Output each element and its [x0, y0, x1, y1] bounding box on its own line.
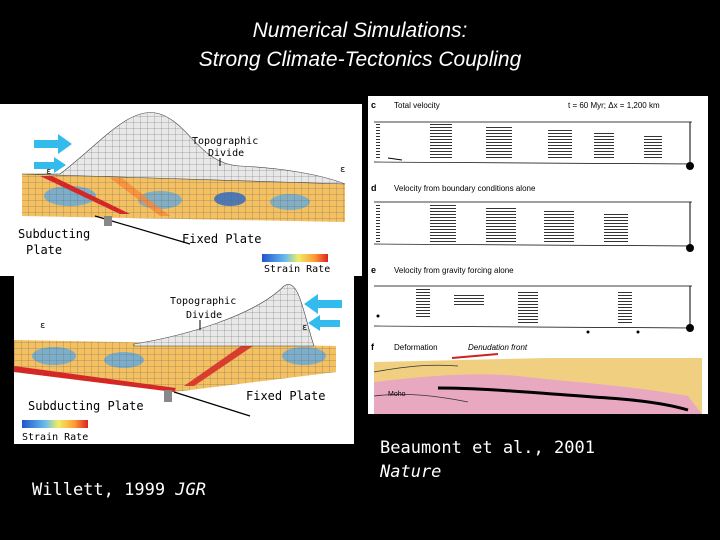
panel-f-letter: f [371, 342, 375, 352]
willett-bottom-svg: ε ε Topographic Divide Subducting Plate … [14, 284, 342, 443]
panel-c-label: Total velocity [394, 101, 440, 110]
crust-section [22, 174, 345, 222]
subducting-label: Subducting [18, 227, 90, 241]
strain-colorbar [262, 254, 328, 262]
willett-journal: JGR [175, 480, 207, 500]
subducting-plate-label: Subducting Plate [28, 399, 144, 413]
beaumont-caption: Beaumont et al., 2001 Nature [380, 436, 595, 484]
title-line-2: Strong Climate-Tectonics Coupling [198, 48, 522, 71]
convergence-arrow-top [304, 294, 342, 314]
fixed-plate-label: Fixed Plate [182, 232, 261, 246]
willett-top-svg: ε ε Topographic Divide Subducting Plate … [18, 112, 346, 275]
willett-model-bottom: ε ε Topographic Divide Subducting Plate … [14, 276, 354, 444]
strain-colorbar [22, 420, 88, 428]
topo-divide-label: Topographic [192, 136, 258, 147]
willett-caption: Willett, 1999 JGR [32, 478, 206, 502]
svg-text:ε: ε [46, 167, 51, 177]
topography-mesh [21, 112, 346, 185]
svg-text:ε: ε [40, 321, 45, 331]
strain-rate-label: Strain Rate [264, 264, 330, 275]
panel-f: f Deformation Denudation front Moho [371, 342, 702, 414]
beaumont-figure: c Total velocity t = 60 Myr; Δx = 1,200 … [368, 96, 708, 414]
convergence-arrow-mid [308, 315, 340, 331]
panel-e: e Velocity from gravity forcing alone [371, 265, 694, 334]
topo-divide-label-2: Divide [186, 310, 222, 321]
topography-mesh [133, 284, 315, 347]
svg-text:ε: ε [302, 323, 307, 333]
moho-label: Moho [388, 391, 406, 398]
convergence-arrow-top [34, 134, 72, 154]
beaumont-journal: Nature [380, 462, 442, 482]
panel-f-label: Deformation [394, 343, 438, 352]
topo-divide-label: Topographic [170, 296, 236, 307]
svg-text:ε: ε [340, 165, 345, 175]
slab-block [164, 390, 172, 402]
panel-e-letter: e [371, 265, 376, 275]
slide-title: Numerical Simulations: Strong Climate-Te… [0, 16, 720, 74]
panel-d-label: Velocity from boundary conditions alone [394, 184, 536, 193]
crust-section [14, 340, 336, 392]
willett-model-top: ε ε Topographic Divide Subducting Plate … [0, 104, 362, 276]
topo-divide-label-2: Divide [208, 148, 244, 159]
beaumont-svg: c Total velocity t = 60 Myr; Δx = 1,200 … [371, 100, 702, 414]
panel-d: d Velocity from boundary conditions alon… [371, 183, 694, 252]
fixed-plate-label: Fixed Plate [246, 389, 325, 403]
beaumont-author: Beaumont et al., 2001 [380, 438, 595, 458]
panel-c-letter: c [371, 100, 376, 110]
panel-c: c Total velocity t = 60 Myr; Δx = 1,200 … [371, 100, 694, 170]
panel-e-label: Velocity from gravity forcing alone [394, 266, 514, 275]
convergence-arrow-mid [34, 157, 66, 173]
willett-author: Willett, 1999 [32, 480, 176, 500]
panel-c-params: t = 60 Myr; Δx = 1,200 km [568, 101, 660, 110]
panel-d-letter: d [371, 183, 377, 193]
panel-f-denudation-front: Denudation front [468, 343, 528, 352]
strain-rate-label: Strain Rate [22, 432, 88, 443]
slab-line [173, 391, 251, 417]
plate-label: Plate [26, 243, 62, 257]
slab-block [104, 216, 112, 226]
title-line-1: Numerical Simulations: [252, 19, 468, 42]
